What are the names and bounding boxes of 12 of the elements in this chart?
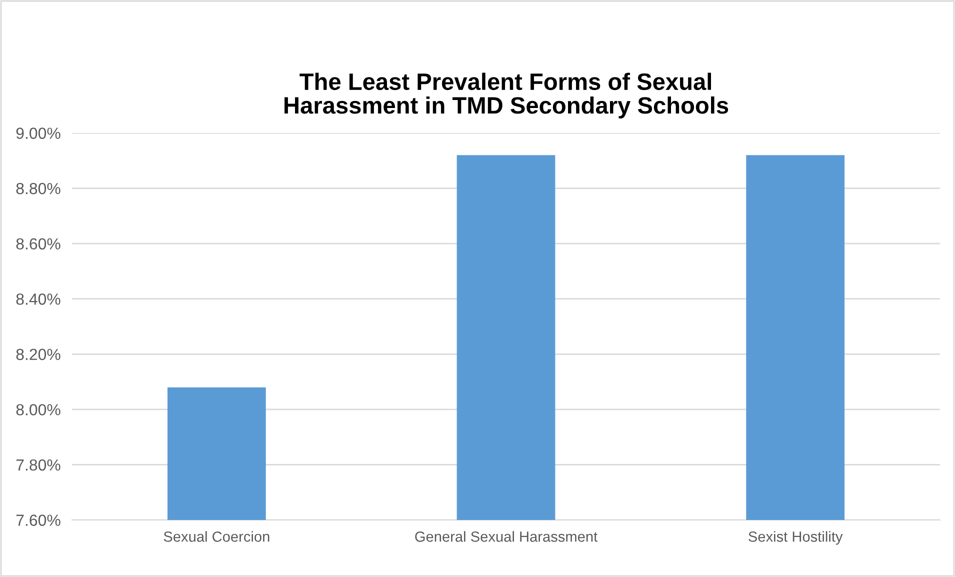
y-tick-label: 8.40% [16, 293, 60, 305]
x-tick-label: General Sexual Harassment [415, 531, 598, 542]
y-tick-label: 9.00% [16, 128, 60, 139]
chart-title: The Least Prevalent Forms of Sexual Harassment in TMD Secondary Schools [284, 72, 728, 118]
y-tick-label: 8.20% [16, 348, 60, 360]
y-tick-label: 8.60% [16, 238, 60, 250]
x-tick-label: Sexual Coercion [164, 531, 270, 542]
y-tick-label: 8.00% [16, 404, 60, 416]
y-tick-label: 8.80% [16, 182, 60, 194]
y-tick-label: 7.60% [16, 514, 60, 526]
x-tick-label: Sexist Hostility [748, 531, 843, 545]
y-tick-label: 7.80% [16, 459, 60, 471]
